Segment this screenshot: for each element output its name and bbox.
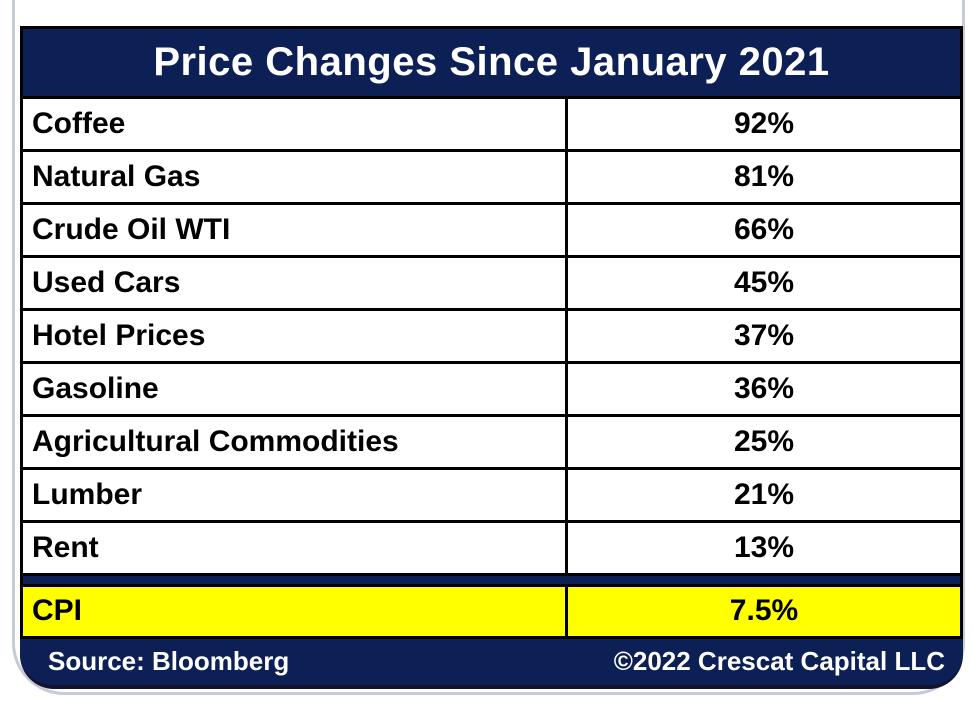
table-row: Natural Gas 81%	[20, 152, 963, 205]
row-label: Natural Gas	[32, 160, 201, 193]
slide-frame	[12, 0, 965, 695]
row-value: 92%	[565, 99, 960, 149]
table-footer: Source: Bloomberg ©2022 Crescat Capital …	[20, 639, 963, 689]
table-row: Crude Oil WTI 66%	[20, 205, 963, 258]
table-row: Agricultural Commodities 25%	[20, 417, 963, 470]
copyright-text: ©2022 Crescat Capital LLC	[613, 645, 945, 676]
table-title: Price Changes Since January 2021	[20, 26, 963, 99]
row-value: 66%	[565, 205, 960, 255]
table-body: Coffee 92% Natural Gas 81% Crude Oil WTI…	[20, 99, 963, 576]
row-label: Crude Oil WTI	[32, 213, 231, 246]
table-row: Gasoline 36%	[20, 364, 963, 417]
row-value: 25%	[565, 417, 960, 467]
row-label: Used Cars	[32, 266, 181, 299]
row-value: 36%	[565, 364, 960, 414]
source-text: Source: Bloomberg	[48, 645, 290, 676]
row-value: 37%	[565, 311, 960, 361]
row-label: Gasoline	[32, 372, 159, 405]
row-label: Agricultural Commodities	[32, 425, 399, 458]
row-label: Lumber	[32, 478, 143, 511]
table-row: Coffee 92%	[20, 99, 963, 152]
separator-bar	[20, 576, 963, 584]
table-row: Lumber 21%	[20, 470, 963, 523]
cpi-highlight-row: CPI 7.5%	[20, 584, 963, 639]
row-value-cpi: 7.5%	[565, 587, 960, 636]
table-row: Used Cars 45%	[20, 258, 963, 311]
table-row: Hotel Prices 37%	[20, 311, 963, 364]
row-value: 21%	[565, 470, 960, 520]
price-change-table: Price Changes Since January 2021 Coffee …	[20, 26, 963, 689]
row-label: Coffee	[32, 107, 126, 140]
row-label-cpi: CPI	[23, 587, 565, 636]
row-label: Hotel Prices	[32, 319, 206, 352]
row-value: 81%	[565, 152, 960, 202]
row-label: Rent	[32, 531, 99, 564]
row-value: 45%	[565, 258, 960, 308]
table-row: Rent 13%	[20, 523, 963, 576]
row-value: 13%	[565, 523, 960, 573]
